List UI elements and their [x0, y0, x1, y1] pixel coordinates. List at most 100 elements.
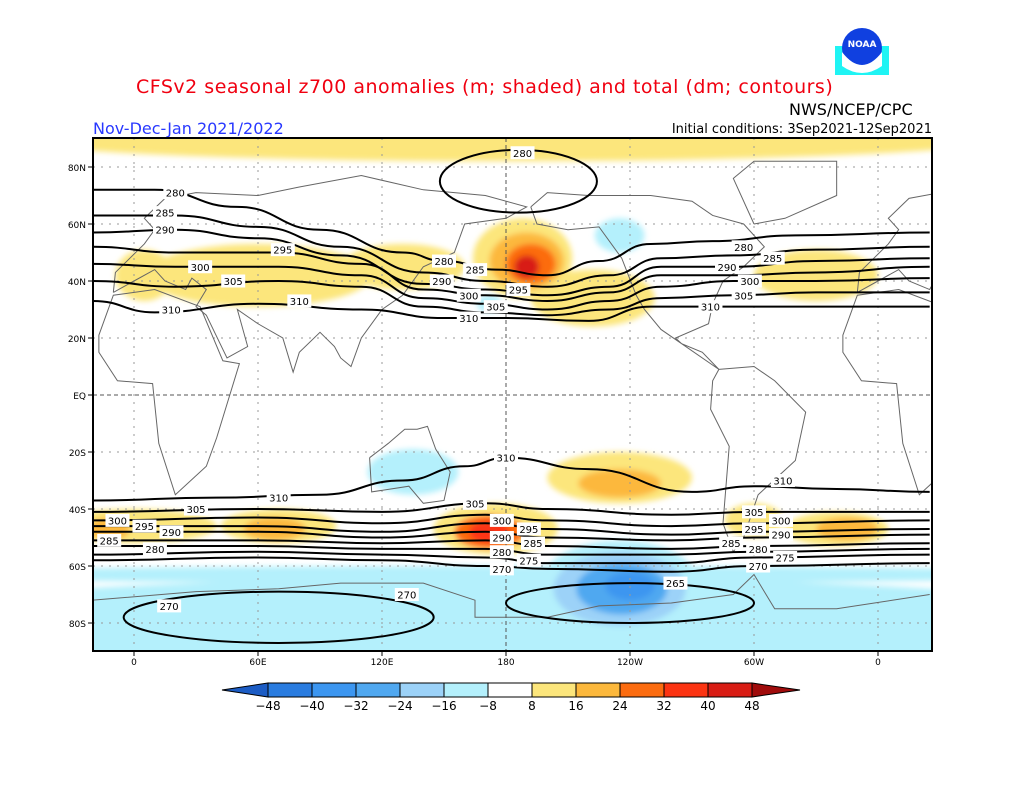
- coastline: [856, 193, 932, 293]
- contour-label: 305: [224, 277, 243, 288]
- contour-310: [93, 299, 930, 322]
- contour-label: 305: [734, 291, 753, 302]
- contour-label-bg: [97, 533, 122, 547]
- contour-label-bg: [221, 274, 246, 288]
- contour-label: 300: [492, 516, 511, 527]
- contour-label: 285: [100, 536, 119, 547]
- contour-label: 280: [513, 149, 532, 160]
- colorbar-box: [663, 682, 709, 698]
- colorbar-box: [531, 682, 577, 698]
- contour-label-bg: [159, 303, 184, 316]
- contour-label: 300: [108, 516, 127, 527]
- contour-label-bg: [432, 254, 456, 268]
- contour-label: 270: [160, 602, 179, 613]
- contour-label-bg: [287, 294, 312, 308]
- contour-label-bg: [494, 451, 518, 465]
- lat-tick-label: 80S: [69, 620, 86, 630]
- contour-label: 270: [749, 562, 768, 573]
- contour-label-bg: [270, 243, 295, 257]
- contour-label: 285: [763, 254, 782, 265]
- chart-title: CFSv2 seasonal z700 anomalies (m; shaded…: [136, 76, 834, 98]
- contour-label: 300: [740, 277, 759, 288]
- contour-label-bg: [770, 474, 795, 487]
- colorbar-box: [575, 682, 621, 698]
- initial-conditions: Initial conditions: 3Sep2021-12Sep2021: [671, 122, 932, 137]
- colorbar-label: −40: [299, 699, 324, 713]
- contour-label: 290: [771, 531, 790, 542]
- lon-tick-label: 120W: [617, 658, 643, 668]
- lat-tick-label: 40S: [69, 506, 86, 516]
- lat-tick-label: 80N: [68, 164, 86, 174]
- colorbar-box: [707, 682, 753, 698]
- coastline: [98, 289, 241, 496]
- contour-label-bg: [698, 300, 723, 314]
- contour-label: 285: [523, 539, 542, 550]
- anomaly-region: [605, 571, 655, 601]
- contour-label: 280: [734, 243, 753, 254]
- lat-tick-label: 60N: [68, 221, 86, 231]
- lat-tick-label: EQ: [73, 392, 86, 402]
- contour-label-bg: [737, 274, 762, 288]
- contour-290: [93, 530, 930, 542]
- colorbar-label: 8: [528, 699, 536, 713]
- lon-tick-label: 180: [497, 658, 514, 668]
- colorbar-box: [399, 682, 445, 698]
- colorbar-box: [619, 682, 665, 698]
- anomaly-region: [594, 218, 645, 253]
- contour-label: 310: [701, 303, 720, 314]
- contour-label-bg: [746, 559, 771, 573]
- contour-label: 285: [155, 209, 174, 220]
- contour-label-bg: [516, 553, 541, 567]
- contour-label: 280: [492, 548, 511, 559]
- colorbar-box: [267, 682, 313, 698]
- contour-label: 305: [465, 499, 484, 510]
- contour-label-bg: [184, 502, 208, 516]
- contour-label-bg: [769, 513, 793, 527]
- contour-label: 265: [666, 579, 685, 590]
- contour-label: 280: [166, 189, 185, 200]
- contour-label-bg: [510, 146, 535, 160]
- contour-label-bg: [456, 311, 481, 325]
- contour-label: 275: [776, 553, 795, 564]
- contour-label-bg: [742, 505, 766, 519]
- contour-label: 310: [290, 297, 309, 308]
- contour-label-bg: [742, 522, 766, 536]
- contour-label-bg: [746, 542, 771, 556]
- lat-tick-label: 40N: [68, 278, 86, 288]
- contour-label: 305: [186, 505, 205, 516]
- contour-label-bg: [153, 206, 177, 220]
- lon-tick-label: 60W: [744, 658, 764, 668]
- colorbar-box: [355, 682, 401, 698]
- contour-label-bg: [394, 588, 419, 601]
- forecast-period: Nov-Dec-Jan 2021/2022: [93, 119, 284, 138]
- contour-label: 295: [519, 525, 538, 536]
- contour-label: 310: [773, 477, 792, 488]
- anomaly-region: [243, 517, 306, 541]
- colorbar-label: 48: [744, 699, 759, 713]
- lon-tick-label: 0: [131, 658, 137, 668]
- contour-label-bg: [157, 599, 182, 613]
- contour-label-bg: [760, 251, 785, 265]
- contour-label: 300: [459, 291, 478, 302]
- contour-label-bg: [456, 288, 481, 302]
- contour-label-bg: [489, 513, 514, 527]
- contour-label-bg: [715, 260, 739, 274]
- contour-label-bg: [463, 263, 488, 277]
- contour-label: 310: [459, 314, 478, 325]
- coastline: [369, 425, 451, 504]
- closed-contour-265: [505, 582, 755, 624]
- colorbar-label: 40: [700, 699, 715, 713]
- lon-tick-label: 120E: [371, 658, 394, 668]
- contour-label-bg: [153, 223, 177, 237]
- lon-tick-label: 0: [875, 658, 881, 668]
- contour-label: 295: [509, 286, 528, 297]
- contour-label: 310: [496, 454, 515, 465]
- contour-label-bg: [489, 545, 514, 559]
- contour-label: 270: [397, 591, 416, 602]
- contour-label-bg: [516, 522, 541, 536]
- colorbar-label: −16: [431, 699, 456, 713]
- contour-label: 310: [269, 494, 288, 505]
- contour-label-bg: [132, 519, 157, 533]
- contour-label: 280: [749, 545, 768, 556]
